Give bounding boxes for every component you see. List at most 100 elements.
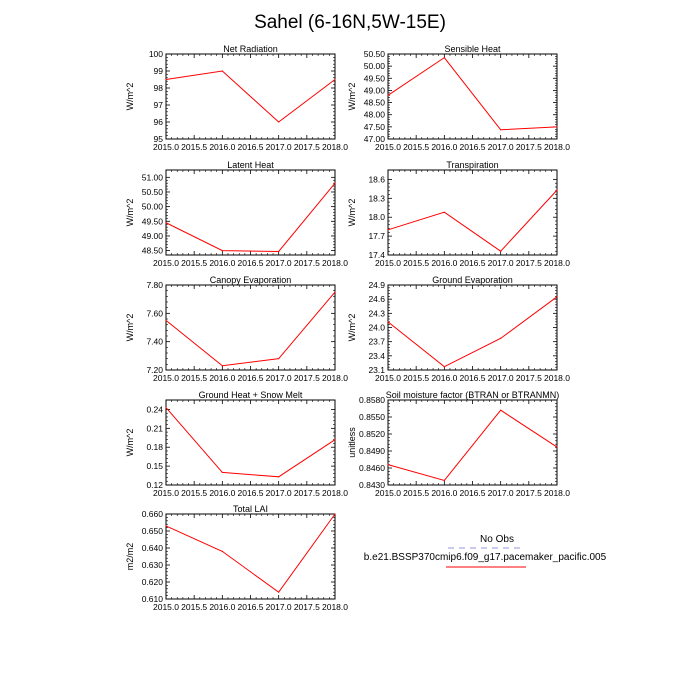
x-tick-label: 2017.5 — [516, 258, 542, 268]
y-tick-label: 50.00 — [364, 61, 386, 71]
y-tick-label: 17.7 — [368, 231, 385, 241]
y-tick-label: 96 — [154, 117, 164, 127]
y-tick-label: 99 — [154, 66, 164, 76]
x-tick-label: 2015.0 — [375, 258, 401, 268]
data-point — [334, 78, 336, 81]
data-point — [165, 525, 167, 527]
x-tick-label: 2017.0 — [266, 142, 292, 152]
figure-title: Sahel (6-16N,5W-15E) — [254, 12, 446, 33]
legend-model-label: b.e21.BSSP370cmip6.f09_g17.pacemaker_pac… — [364, 552, 607, 563]
y-tick-label: 47.50 — [364, 122, 386, 132]
data-point — [334, 182, 336, 184]
data-point — [556, 189, 558, 191]
data-point — [500, 337, 502, 339]
y-tick-label: 95 — [154, 134, 164, 144]
x-tick-label: 2015.0 — [375, 488, 401, 498]
data-point — [500, 250, 502, 252]
x-tick-label: 2016.5 — [460, 142, 486, 152]
x-tick-label: 2018.0 — [544, 373, 570, 383]
x-tick-label: 2015.5 — [181, 373, 207, 383]
y-tick-label: 48.50 — [364, 98, 386, 108]
y-tick-label: 0.24 — [146, 404, 163, 414]
data-point — [334, 513, 336, 515]
legend-obs-label: No Obs — [480, 534, 514, 545]
data-point — [221, 250, 223, 252]
y-tick-label: 97 — [154, 100, 164, 110]
x-tick-label: 2015.5 — [403, 488, 429, 498]
data-point — [500, 129, 502, 131]
series-line — [165, 513, 336, 593]
y-tick-label: 0.8460 — [359, 463, 385, 473]
y-tick-label: 17.4 — [368, 250, 385, 260]
series-line — [387, 56, 558, 131]
x-tick-label: 2016.0 — [431, 142, 457, 152]
data-point — [443, 211, 445, 213]
x-tick-label: 2018.0 — [544, 488, 570, 498]
x-tick-label: 2017.0 — [266, 258, 292, 268]
x-tick-label: 2017.5 — [516, 142, 542, 152]
y-tick-label: 0.18 — [146, 442, 163, 452]
x-tick-label: 2016.0 — [431, 258, 457, 268]
y-tick-label: 24.6 — [368, 294, 385, 304]
x-tick-label: 2015.5 — [181, 258, 207, 268]
y-tick-label: 0.8520 — [359, 429, 385, 439]
data-point — [500, 409, 502, 411]
x-tick-label: 2017.0 — [488, 373, 514, 383]
y-axis-label: m2/m2 — [125, 543, 135, 571]
legend: No Obs b.e21.BSSP370cmip6.f09_g17.pacema… — [364, 534, 607, 568]
x-tick-label: 2017.5 — [294, 142, 320, 152]
x-tick-label: 2015.5 — [181, 142, 207, 152]
x-tick-label: 2016.5 — [238, 142, 264, 152]
plot-frame — [387, 284, 558, 371]
y-axis-label: W/m^2 — [125, 429, 135, 457]
y-tick-label: 23.1 — [368, 365, 385, 375]
x-tick-label: 2017.0 — [266, 488, 292, 498]
x-tick-label: 2016.0 — [209, 602, 235, 612]
y-tick-label: 100 — [149, 49, 163, 59]
y-tick-label: 7.40 — [146, 337, 163, 347]
panel-7: Ground Heat + Snow Melt W/m^2 2015.0 2015.5… — [125, 390, 348, 498]
y-axis-label: W/m^2 — [347, 199, 357, 227]
x-tick-label: 2016.5 — [460, 258, 486, 268]
data-point — [387, 229, 389, 231]
x-tick-label: 2017.5 — [516, 373, 542, 383]
data-point — [556, 446, 558, 448]
plot-frame — [387, 53, 558, 140]
data-point — [278, 121, 280, 123]
x-tick-label: 2018.0 — [322, 488, 348, 498]
x-tick-label: 2018.0 — [544, 258, 570, 268]
data-point — [387, 464, 389, 466]
y-tick-label: 24.9 — [368, 280, 385, 290]
data-point — [556, 126, 558, 128]
y-tick-label: 49.00 — [142, 231, 164, 241]
y-tick-label: 0.660 — [142, 509, 164, 519]
panel-4: Transpiration W/m^2 2015.0 2015.5 2016.0 2016… — [347, 160, 570, 268]
data-point — [443, 479, 445, 482]
x-tick-label: 2015.0 — [153, 373, 179, 383]
panel-title: Transpiration — [446, 160, 498, 170]
x-tick-label: 2017.0 — [488, 488, 514, 498]
y-tick-label: 49.50 — [364, 73, 386, 83]
x-tick-label: 2017.5 — [294, 258, 320, 268]
y-tick-label: 0.630 — [142, 560, 164, 570]
y-tick-label: 49.00 — [364, 85, 386, 95]
x-tick-label: 2017.5 — [516, 488, 542, 498]
data-point — [278, 250, 280, 253]
y-tick-label: 7.60 — [146, 308, 163, 318]
x-tick-label: 2016.5 — [460, 373, 486, 383]
y-tick-label: 0.8430 — [359, 480, 385, 490]
panel-title: Net Radiation — [223, 44, 278, 54]
x-tick-label: 2016.0 — [209, 258, 235, 268]
y-axis-label: W/m^2 — [125, 199, 135, 227]
y-tick-label: 23.4 — [368, 351, 385, 361]
series-line — [165, 182, 336, 252]
x-tick-label: 2017.0 — [266, 602, 292, 612]
x-tick-label: 2016.5 — [460, 488, 486, 498]
x-tick-label: 2015.0 — [153, 488, 179, 498]
panel-title: Latent Heat — [227, 160, 274, 170]
x-tick-label: 2015.0 — [375, 373, 401, 383]
series-line — [387, 409, 558, 482]
series-line — [165, 407, 336, 478]
y-tick-label: 0.650 — [142, 526, 164, 536]
